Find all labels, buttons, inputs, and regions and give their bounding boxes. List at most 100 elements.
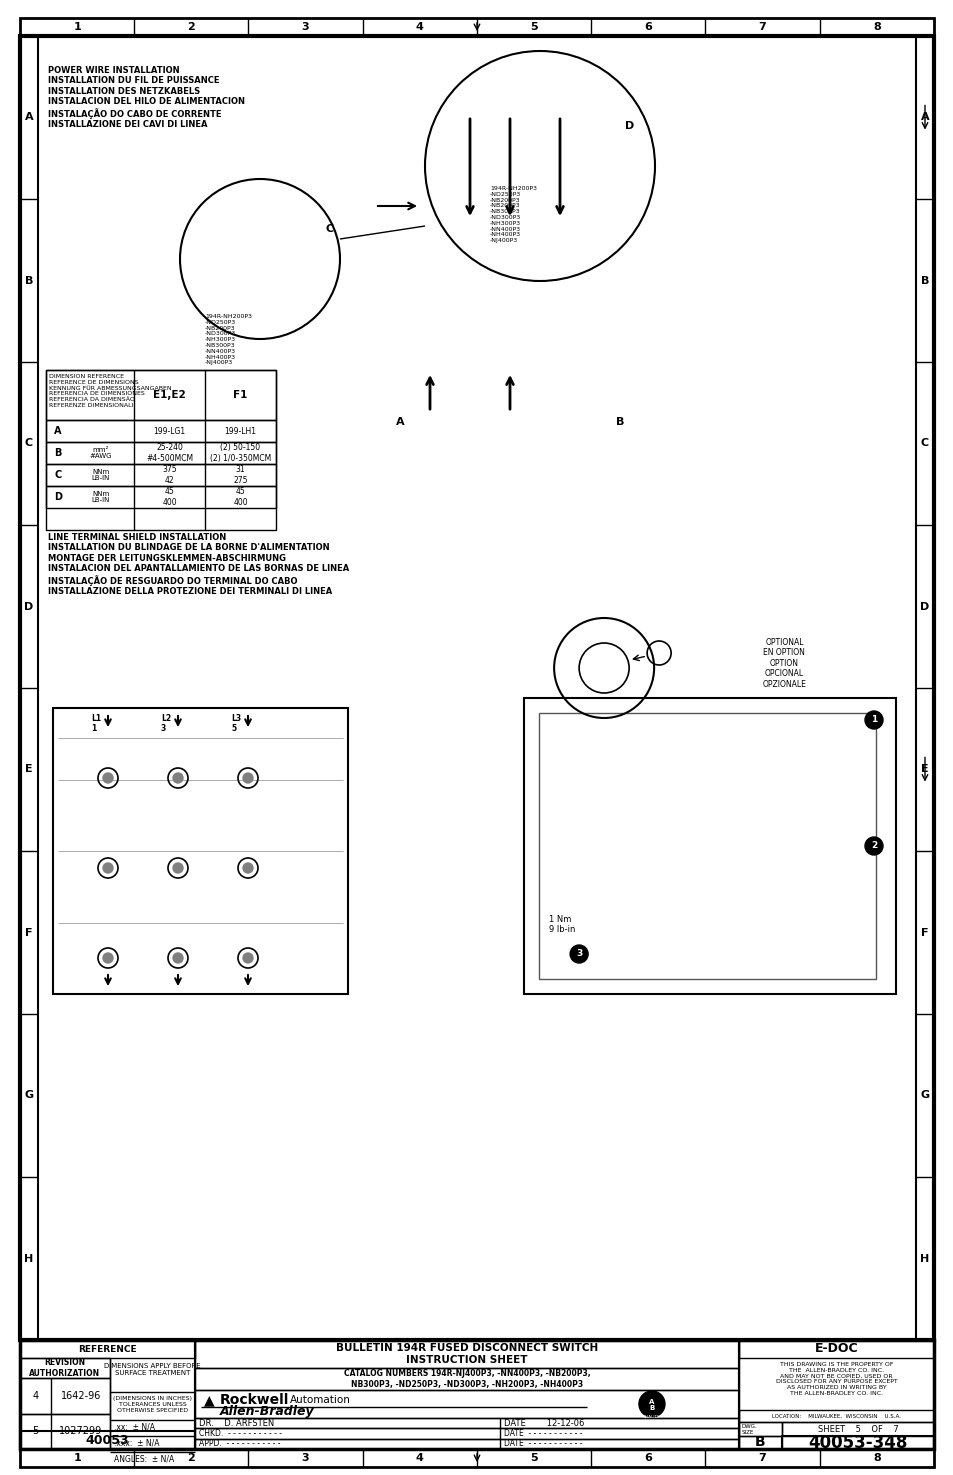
Text: 3: 3 bbox=[301, 22, 309, 32]
Bar bbox=[46, 420, 275, 442]
Circle shape bbox=[172, 863, 183, 873]
Circle shape bbox=[243, 773, 253, 783]
Text: ANGLES:  ± N/A: ANGLES: ± N/A bbox=[113, 1454, 174, 1463]
Text: mm²
#AWG: mm² #AWG bbox=[90, 447, 112, 460]
Text: QUALITY: QUALITY bbox=[642, 1415, 660, 1417]
Text: E: E bbox=[921, 764, 928, 774]
Text: APPD.  - - - - - - - - - - -: APPD. - - - - - - - - - - - bbox=[199, 1440, 280, 1448]
Bar bbox=[20, 1339, 194, 1358]
Bar bbox=[20, 1358, 110, 1378]
Bar bbox=[46, 465, 275, 485]
Text: REVISION
AUTHORIZATION: REVISION AUTHORIZATION bbox=[30, 1358, 100, 1378]
Text: 3: 3 bbox=[576, 950, 581, 959]
Text: Rockwell: Rockwell bbox=[220, 1392, 289, 1407]
Text: 4: 4 bbox=[416, 22, 423, 32]
Text: 1: 1 bbox=[870, 715, 876, 724]
Text: 7: 7 bbox=[758, 22, 765, 32]
Text: DR.    D. ARFSTEN: DR. D. ARFSTEN bbox=[199, 1419, 274, 1428]
Text: NNm
LB-IN: NNm LB-IN bbox=[91, 469, 110, 481]
Text: E1,E2: E1,E2 bbox=[153, 389, 186, 400]
Text: G: G bbox=[920, 1090, 928, 1100]
Text: 2: 2 bbox=[188, 1453, 195, 1463]
Text: 6: 6 bbox=[644, 22, 652, 32]
Circle shape bbox=[243, 953, 253, 963]
Circle shape bbox=[172, 773, 183, 783]
Bar bbox=[739, 1339, 933, 1358]
Circle shape bbox=[864, 836, 882, 856]
Circle shape bbox=[103, 773, 112, 783]
Text: F1: F1 bbox=[233, 389, 248, 400]
Text: 1: 1 bbox=[73, 1453, 81, 1463]
Text: OPTIONAL
EN OPTION
OPTION
OPCIONAL
OPZIONALE: OPTIONAL EN OPTION OPTION OPCIONAL OPZIO… bbox=[761, 639, 805, 689]
Text: E: E bbox=[25, 764, 32, 774]
Bar bbox=[538, 712, 875, 979]
Text: C: C bbox=[920, 438, 928, 448]
Text: 7: 7 bbox=[758, 1453, 765, 1463]
Text: B: B bbox=[649, 1406, 654, 1412]
Circle shape bbox=[103, 953, 112, 963]
Circle shape bbox=[639, 1391, 664, 1417]
Text: D: D bbox=[25, 602, 33, 612]
Bar bbox=[739, 1422, 781, 1437]
Bar bbox=[194, 1389, 739, 1417]
Bar bbox=[20, 1413, 110, 1448]
Text: BULLETIN 194R FUSED DISCONNECT SWITCH
INSTRUCTION SHEET: BULLETIN 194R FUSED DISCONNECT SWITCH IN… bbox=[335, 1344, 598, 1364]
Bar bbox=[20, 1431, 194, 1448]
Text: 194R-NH200P3
-ND250P3
-NB200P3
-NB200P3
-NB300P3
-ND300P3
-NH300P3
-NN400P3
-NH4: 194R-NH200P3 -ND250P3 -NB200P3 -NB200P3 … bbox=[490, 186, 537, 243]
Bar bbox=[523, 698, 895, 994]
Text: B: B bbox=[25, 276, 33, 286]
Text: 6: 6 bbox=[644, 1453, 652, 1463]
Text: 1027299: 1027299 bbox=[59, 1426, 102, 1437]
Text: 1642-96: 1642-96 bbox=[60, 1391, 101, 1401]
Text: 199-LG1: 199-LG1 bbox=[153, 426, 186, 435]
Text: B: B bbox=[54, 448, 62, 459]
Bar bbox=[53, 708, 348, 994]
Bar bbox=[194, 1417, 739, 1428]
Text: A: A bbox=[25, 112, 33, 122]
Text: G: G bbox=[25, 1090, 33, 1100]
Text: (DIMENSIONS IN INCHES)
TOLERANCES UNLESS
OTHERWISE SPECIFIED: (DIMENSIONS IN INCHES) TOLERANCES UNLESS… bbox=[112, 1395, 192, 1413]
Text: 2: 2 bbox=[188, 22, 195, 32]
Text: 2: 2 bbox=[870, 842, 876, 851]
Text: 45
400: 45 400 bbox=[233, 487, 248, 507]
Bar bbox=[46, 442, 275, 465]
Circle shape bbox=[864, 711, 882, 729]
Text: SHEET    5    OF    7: SHEET 5 OF 7 bbox=[817, 1425, 898, 1434]
Text: D: D bbox=[920, 602, 928, 612]
Bar bbox=[46, 370, 275, 530]
Text: DATE  - - - - - - - - - - -: DATE - - - - - - - - - - - bbox=[503, 1440, 581, 1448]
Text: C: C bbox=[326, 224, 334, 235]
Text: A: A bbox=[920, 112, 928, 122]
Text: (2) 50-150
(2) 1/0-350MCM: (2) 50-150 (2) 1/0-350MCM bbox=[210, 444, 271, 463]
Text: 40053-348: 40053-348 bbox=[807, 1434, 906, 1451]
Bar bbox=[915, 35, 933, 1339]
Text: 1 Nm
9 lb-in: 1 Nm 9 lb-in bbox=[549, 914, 575, 934]
Text: .xxx:  ± N/A: .xxx: ± N/A bbox=[113, 1438, 159, 1447]
Text: H: H bbox=[920, 1254, 928, 1264]
Text: 5: 5 bbox=[32, 1426, 39, 1437]
Circle shape bbox=[570, 945, 587, 963]
Circle shape bbox=[103, 863, 112, 873]
Bar bbox=[20, 35, 38, 1339]
Text: DATE  - - - - - - - - - - -: DATE - - - - - - - - - - - bbox=[503, 1429, 581, 1438]
Text: 4: 4 bbox=[416, 1453, 423, 1463]
Text: F: F bbox=[921, 928, 928, 938]
Text: A: A bbox=[395, 417, 404, 426]
Text: CATALOG NUMBERS 194R-NJ400P3, -NN400P3, -NB200P3,
NB300P3, -ND250P3, -ND300P3, -: CATALOG NUMBERS 194R-NJ400P3, -NN400P3, … bbox=[343, 1369, 590, 1388]
Text: 194R-NH200P3
-ND250P3
-NB200P3
-ND300P3
-NH300P3
-NB300P3
-NN400P3
-NH400P3
-NJ4: 194R-NH200P3 -ND250P3 -NB200P3 -ND300P3 … bbox=[205, 314, 252, 366]
Text: F: F bbox=[25, 928, 32, 938]
Text: REFERENCE: REFERENCE bbox=[78, 1345, 136, 1354]
Text: 199-LH1: 199-LH1 bbox=[224, 426, 256, 435]
Bar bbox=[194, 1367, 739, 1389]
Text: A: A bbox=[649, 1398, 654, 1406]
Text: L3
5: L3 5 bbox=[231, 714, 241, 733]
Text: THIS DRAWING IS THE PROPERTY OF
THE  ALLEN-BRADLEY CO. INC.
AND MAY NOT BE COPIE: THIS DRAWING IS THE PROPERTY OF THE ALLE… bbox=[775, 1361, 897, 1395]
Text: 25-240
#4-500MCM: 25-240 #4-500MCM bbox=[146, 444, 193, 463]
Text: H: H bbox=[25, 1254, 33, 1264]
Text: 8: 8 bbox=[872, 1453, 880, 1463]
Text: DATE        12-12-06: DATE 12-12-06 bbox=[503, 1419, 583, 1428]
Bar bbox=[781, 1437, 933, 1448]
Text: LOCATION:    MILWAUKEE,  WISCONSIN    U.S.A.: LOCATION: MILWAUKEE, WISCONSIN U.S.A. bbox=[771, 1413, 900, 1419]
Bar bbox=[20, 1378, 110, 1413]
Text: D: D bbox=[54, 493, 62, 502]
